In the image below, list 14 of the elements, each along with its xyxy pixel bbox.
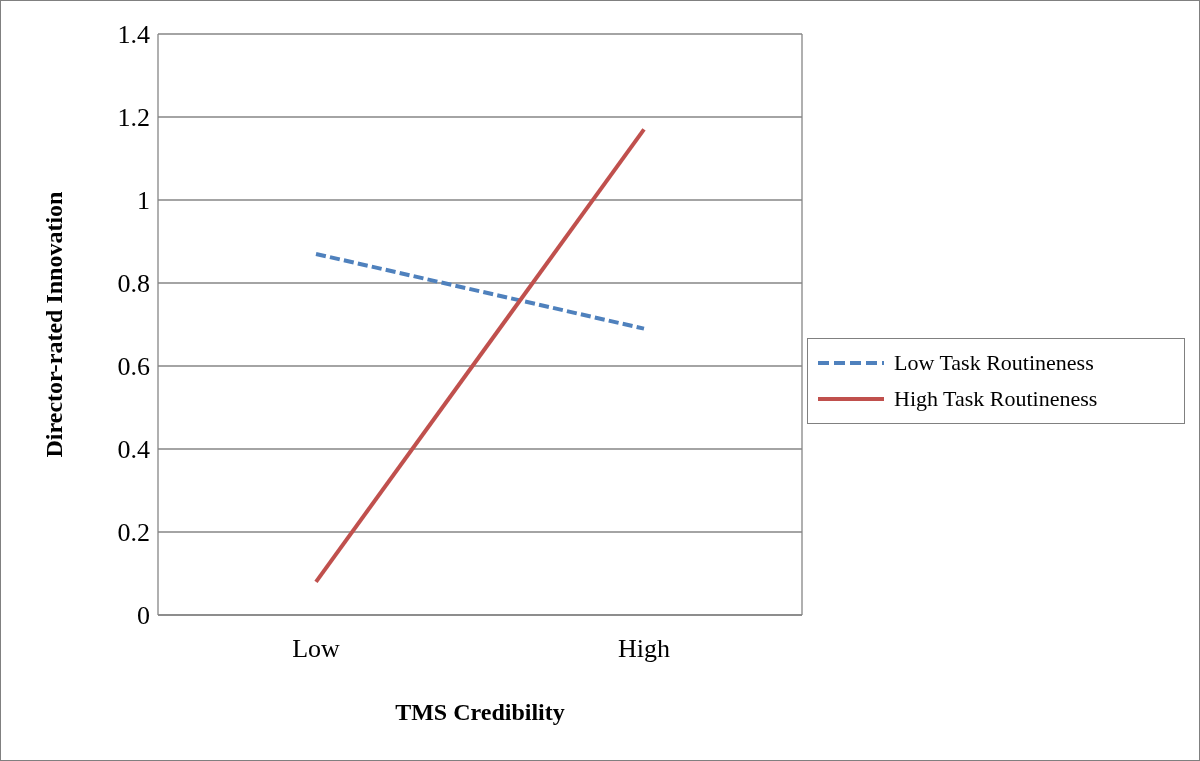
x-axis-title: TMS Credibility [395, 699, 565, 725]
x-tick-label: Low [292, 634, 341, 664]
y-tick-label: 0.6 [117, 352, 150, 382]
y-tick-label: 0.4 [117, 435, 150, 465]
x-tick-label: High [618, 634, 670, 664]
y-tick-label: 0 [137, 601, 150, 631]
y-tick-label: 1.2 [117, 103, 150, 133]
legend-label: Low Task Routineness [894, 349, 1094, 376]
y-axis-title: Director-rated Innovation [40, 191, 67, 458]
y-tick-label: 1 [137, 186, 150, 216]
y-tick-label: 0.2 [117, 518, 150, 548]
legend-label: High Task Routineness [894, 385, 1098, 412]
y-tick-label: 1.4 [117, 20, 150, 50]
y-tick-label: 0.8 [117, 269, 150, 299]
